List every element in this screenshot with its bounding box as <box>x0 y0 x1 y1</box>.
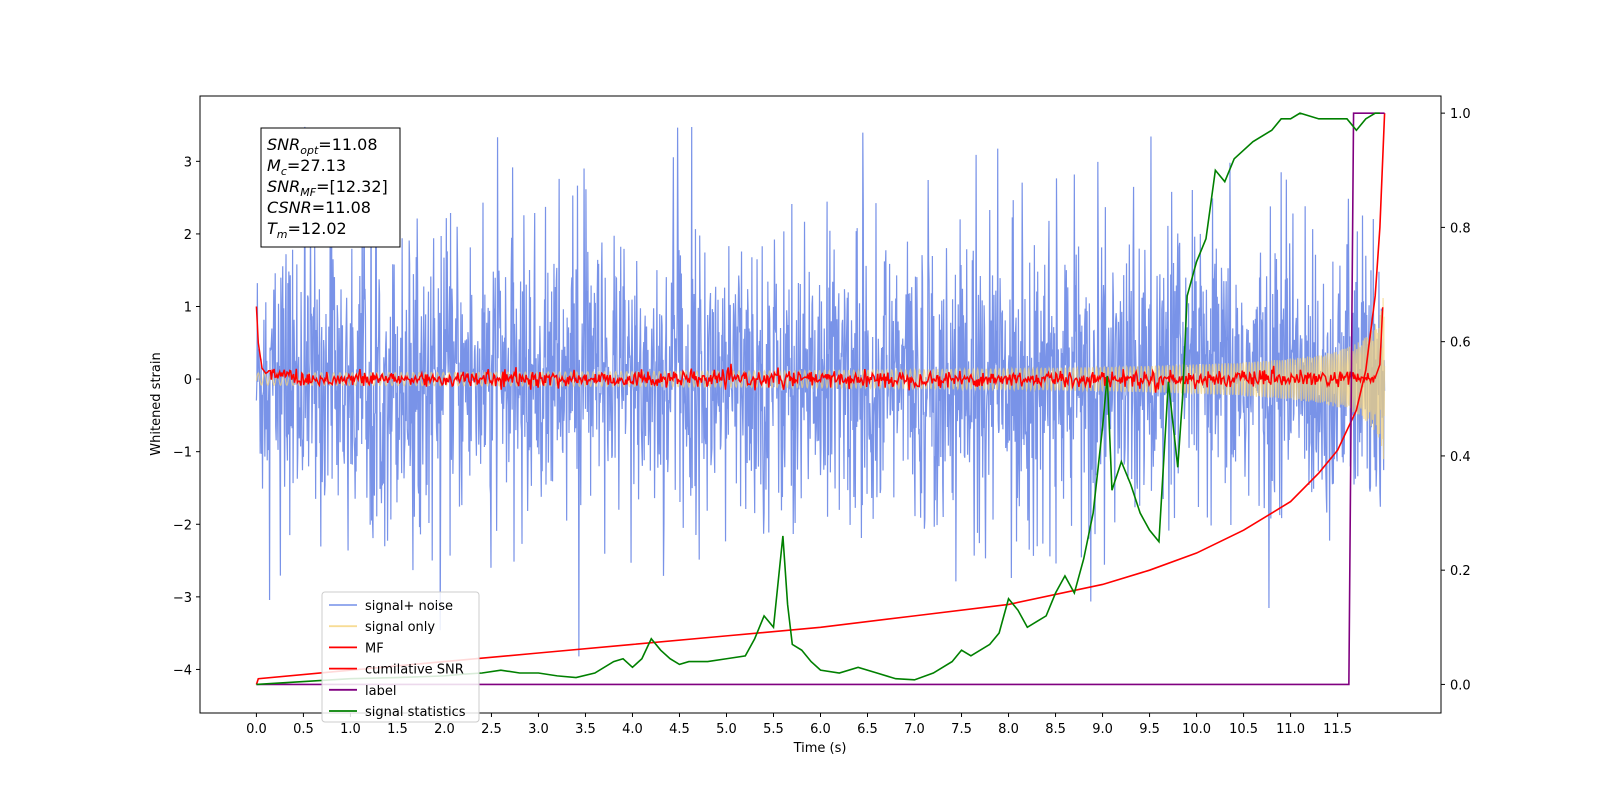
x-tick-label: 11.5 <box>1323 722 1352 737</box>
x-tick-label: 9.0 <box>1092 722 1113 737</box>
series-signal-statistics-line <box>256 112 1380 686</box>
legend-label: signal statistics <box>365 705 466 720</box>
y-axis-title-left: Whitened strain <box>149 352 164 455</box>
series-signal-only-line <box>255 298 1386 460</box>
x-tick-label: 3.5 <box>575 722 596 737</box>
stats-symbol: CSNR <box>267 198 312 217</box>
stats-annotation-line: SNRMF=[12.32] <box>267 177 388 199</box>
x-tick-label: 9.5 <box>1139 722 1160 737</box>
x-tick-label: 10.5 <box>1229 722 1258 737</box>
legend-label: signal only <box>365 620 435 635</box>
x-tick-label: 5.5 <box>763 722 784 737</box>
stats-annotation-line: Mc=27.13 <box>267 156 346 178</box>
y-right-tick-label: 0.4 <box>1450 450 1471 465</box>
y-axis-left: 3 2 1 0 −1 −2 −3 −4 <box>173 155 200 678</box>
x-tick-label: 5.0 <box>716 722 737 737</box>
y-right-tick-label: 0.6 <box>1450 336 1471 351</box>
stats-annotation-box: SNRopt=11.08Mc=27.13SNRMF=[12.32]CSNR=11… <box>260 127 401 248</box>
series-mf-line <box>255 306 1384 393</box>
stats-symbol: T <box>267 219 278 238</box>
x-tick-label: 2.5 <box>481 722 502 737</box>
y-right-tick-label: 0.0 <box>1450 678 1471 693</box>
x-tick-label: 7.5 <box>951 722 972 737</box>
y-right-tick-label: 1.0 <box>1450 107 1471 122</box>
y-left-tick-label: 2 <box>184 228 192 243</box>
legend-label: cumilative SNR <box>365 663 464 678</box>
stats-symbol: M <box>267 156 281 175</box>
x-tick-label: 11.0 <box>1276 722 1305 737</box>
x-tick-label: 10.0 <box>1182 722 1211 737</box>
y-left-tick-label: 3 <box>184 155 192 170</box>
y-axis-right: 1.0 0.8 0.6 0.4 0.2 0.0 <box>1441 107 1471 693</box>
legend-frame <box>321 591 480 723</box>
x-tick-label: 7.0 <box>904 722 925 737</box>
x-axis: 0.0 0.5 1.0 1.5 2.0 2.5 3.0 3.5 4.0 4.5 5.0 5.5 6.0 6… <box>246 713 1352 737</box>
x-tick-label: 4.0 <box>622 722 643 737</box>
y-right-tick-label: 0.2 <box>1450 564 1471 579</box>
stats-subscript: MF <box>300 186 316 199</box>
legend-label: label <box>365 684 396 699</box>
stats-value: =[12.32] <box>316 177 388 196</box>
x-tick-label: 2.0 <box>434 722 455 737</box>
stats-value: =11.08 <box>318 135 377 154</box>
y-left-tick-label: −4 <box>173 663 192 678</box>
y-left-tick-label: 0 <box>184 373 192 388</box>
legend-label: MF <box>365 641 384 656</box>
y-left-tick-label: −2 <box>173 518 192 533</box>
x-tick-label: 4.5 <box>669 722 690 737</box>
stats-symbol: SNR <box>267 177 300 196</box>
stats-symbol: SNR <box>267 135 300 154</box>
y-left-tick-label: 1 <box>184 301 192 316</box>
stats-value: =11.08 <box>312 198 371 217</box>
x-tick-label: 0.0 <box>246 722 267 737</box>
x-tick-label: 6.0 <box>810 722 831 737</box>
x-tick-label: 6.5 <box>857 722 878 737</box>
legend-label: signal+ noise <box>365 599 453 614</box>
x-tick-label: 3.0 <box>528 722 549 737</box>
stats-value: =12.02 <box>288 219 347 238</box>
legend: signal+ noise signal only MF cumilative SNR… <box>321 591 480 723</box>
x-axis-title: Time (s) <box>793 741 847 756</box>
x-tick-label: 8.5 <box>1045 722 1066 737</box>
y-left-tick-label: −1 <box>173 446 192 461</box>
x-tick-label: 0.5 <box>293 722 314 737</box>
x-tick-label: 1.5 <box>387 722 408 737</box>
stats-value: =27.13 <box>287 156 346 175</box>
x-tick-label: 8.0 <box>998 722 1019 737</box>
y-right-tick-label: 0.8 <box>1450 221 1471 236</box>
x-tick-label: 1.0 <box>340 722 361 737</box>
series-cumulative-snr-line <box>255 113 1386 685</box>
stats-annotation-frame <box>260 127 401 248</box>
stats-subscript: opt <box>300 144 319 157</box>
stats-annotation-line: SNRopt=11.08 <box>267 135 378 157</box>
series-signal-noise-line <box>255 126 1386 657</box>
stats-subscript: c <box>281 165 287 178</box>
series-label-line <box>256 112 1385 686</box>
stats-annotation-line: Tm=12.02 <box>267 219 347 241</box>
stats-annotation-line: CSNR=11.08 <box>267 198 371 217</box>
stats-subscript: m <box>277 228 288 241</box>
y-left-tick-label: −3 <box>173 591 192 606</box>
plot-series <box>255 112 1386 686</box>
